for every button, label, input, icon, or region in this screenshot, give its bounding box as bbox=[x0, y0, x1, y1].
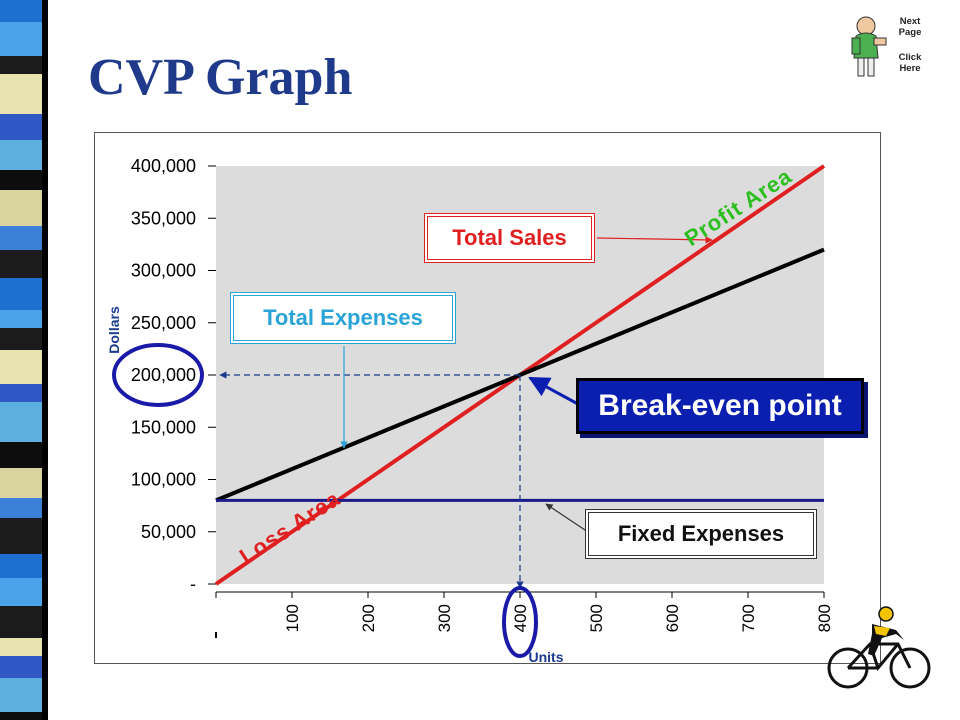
y-tick-label: 100,000 bbox=[131, 470, 196, 490]
x-tick-label: 400 bbox=[511, 604, 530, 632]
x-axis-title: Units bbox=[529, 649, 564, 665]
stripe-block bbox=[0, 190, 42, 226]
highlight-circle-units bbox=[502, 586, 538, 658]
stripe-block bbox=[0, 498, 42, 518]
stripe-block bbox=[0, 578, 42, 606]
next-page-label: Next bbox=[899, 16, 921, 27]
y-tick-label: 50,000 bbox=[141, 522, 196, 542]
x-tick-label: 300 bbox=[435, 604, 454, 632]
break-even-callout: Break-even point bbox=[576, 378, 864, 434]
stripe-block bbox=[0, 442, 42, 468]
stripe-block bbox=[0, 310, 42, 328]
x-tick-label: 500 bbox=[587, 604, 606, 632]
stripe-block bbox=[0, 678, 42, 712]
y-tick-label: 150,000 bbox=[131, 417, 196, 437]
stripe-block bbox=[0, 140, 42, 170]
stripe-block bbox=[0, 384, 42, 402]
x-tick-label: 600 bbox=[663, 604, 682, 632]
fixed-expenses-arrow bbox=[545, 503, 589, 533]
total-sales-arrow bbox=[596, 236, 713, 244]
click-here-label: Click bbox=[898, 52, 922, 63]
stripe-block bbox=[0, 250, 42, 278]
next-page-button[interactable]: Next Page Click Here bbox=[840, 8, 930, 80]
fixed-expenses-callout: Fixed Expenses bbox=[585, 509, 817, 559]
stripe-block bbox=[0, 518, 42, 554]
stripe-block bbox=[0, 56, 42, 74]
decorative-stripe bbox=[0, 0, 42, 720]
stripe-block bbox=[0, 656, 42, 678]
y-tick-label: 250,000 bbox=[131, 313, 196, 333]
stripe-block bbox=[0, 0, 42, 22]
y-axis-title: Dollars bbox=[106, 306, 122, 354]
stripe-block bbox=[0, 226, 42, 250]
stripe-block bbox=[0, 278, 42, 310]
stripe-block bbox=[0, 22, 42, 56]
stripe-block bbox=[0, 328, 42, 350]
y-tick-label: 300,000 bbox=[131, 261, 196, 281]
stripe-block bbox=[0, 114, 42, 140]
total-expenses-callout: Total Expenses bbox=[230, 292, 456, 344]
total-sales-callout: Total Sales bbox=[424, 213, 595, 263]
stripe-block bbox=[0, 554, 42, 578]
highlight-circle-dollars bbox=[112, 343, 204, 407]
x-tick-label: 100 bbox=[283, 604, 302, 632]
y-tick-label: 200,000 bbox=[131, 365, 196, 385]
stripe-block bbox=[0, 712, 42, 720]
cyclist-icon bbox=[827, 606, 931, 689]
stripe-block bbox=[0, 74, 42, 114]
slide-title: CVP Graph bbox=[88, 49, 353, 106]
y-tick-label: - bbox=[190, 574, 196, 594]
x-tick-label: 700 bbox=[739, 604, 758, 632]
stripe-block bbox=[0, 638, 42, 656]
stripe-block bbox=[0, 468, 42, 498]
x-tick-label: 200 bbox=[359, 604, 378, 632]
y-tick-label: 350,000 bbox=[131, 208, 196, 228]
stripe-block bbox=[0, 402, 42, 442]
click-here-label: Here bbox=[899, 63, 921, 74]
stripe-block bbox=[0, 350, 42, 384]
stripe-block bbox=[0, 606, 42, 638]
break-even-arrow bbox=[528, 376, 579, 406]
stripe-block bbox=[0, 170, 42, 190]
x-tick-label: 800 bbox=[815, 604, 834, 632]
stripe-edge bbox=[42, 0, 48, 720]
football-player-icon bbox=[851, 16, 887, 77]
next-page-label: Page bbox=[898, 27, 922, 38]
y-tick-label: 400,000 bbox=[131, 156, 196, 176]
